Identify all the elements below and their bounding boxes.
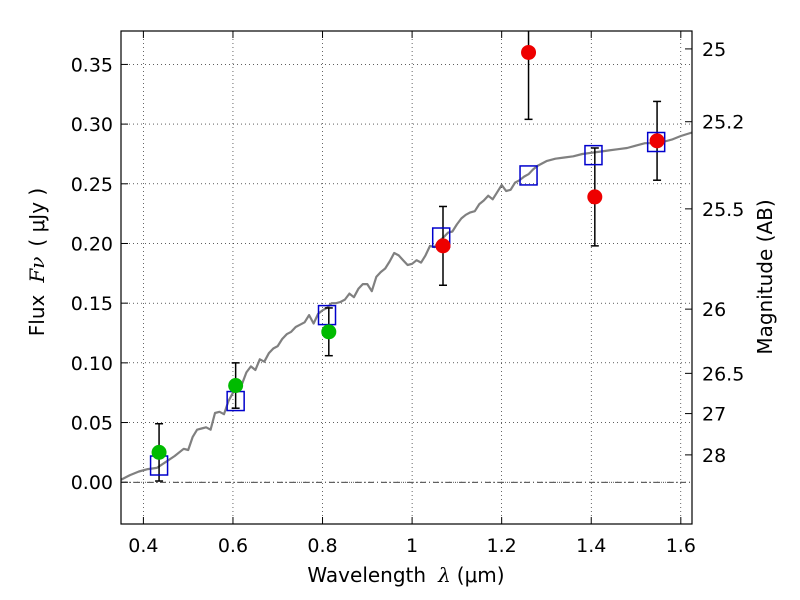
model-photometry-square [519,165,538,186]
right-axis-label: Magnitude (AB) [753,199,777,354]
model-photometry-square [646,131,666,153]
data-layer [121,31,692,482]
ticks: 0.4 0.6 0.8 1 1.2 1.4 1.6 0.00 0.05 0.10 0.15 0.20 0… [71,31,744,557]
model-photometry-square [584,144,603,166]
x-axis-label-text: Wavelength [307,563,426,587]
y-axis-label-text: Flux [25,294,49,336]
x-tick-label: 0.4 [128,535,158,557]
x-tick-label: 1.6 [666,535,696,557]
magnitude-tick-label: 27 [702,404,726,426]
x-axis-label-unit: (μm) [457,563,505,587]
y-axis-label-symbol: Fν [25,257,49,284]
y-tick-label: 0.20 [71,233,113,255]
y-tick-label: 0.15 [71,293,113,315]
optical-data-point [228,378,244,394]
y-axis-label: Flux Fν ( μJy ) [25,188,49,336]
magnitude-tick-label: 25 [702,39,726,61]
x-tick-label: 1.4 [576,535,606,557]
y-tick-label: 0.05 [71,413,113,435]
magnitude-tick-label: 25.5 [702,199,744,221]
x-tick-label: 0.6 [218,535,248,557]
nir-data-point [435,238,451,254]
y-tick-label: 0.25 [71,174,113,196]
optical-data-point [151,444,167,460]
nir-data-point [521,44,537,60]
magnitude-tick-label: 28 [702,445,726,467]
magnitude-tick-label: 26.5 [702,363,744,385]
x-tick-label: 0.8 [307,535,337,557]
x-axis-label-symbol: λ [437,563,451,587]
optical-data-point [321,324,337,340]
magnitude-tick-label: 25.2 [702,112,744,134]
y-tick-label: 0.35 [71,54,113,76]
x-axis-label: Wavelength λ (μm) [307,563,504,587]
nir-data-point [587,189,603,205]
x-tick-label: 1 [406,535,418,557]
y-axis-label-unit: ( μJy ) [25,188,49,247]
y-tick-label: 0.10 [71,353,113,375]
nir-data-point [649,133,665,149]
y-tick-label: 0.30 [71,114,113,136]
y-tick-label: 0.00 [71,472,113,494]
magnitude-tick-label: 26 [702,299,726,321]
plot-frame [120,30,693,525]
x-tick-label: 1.2 [487,535,517,557]
